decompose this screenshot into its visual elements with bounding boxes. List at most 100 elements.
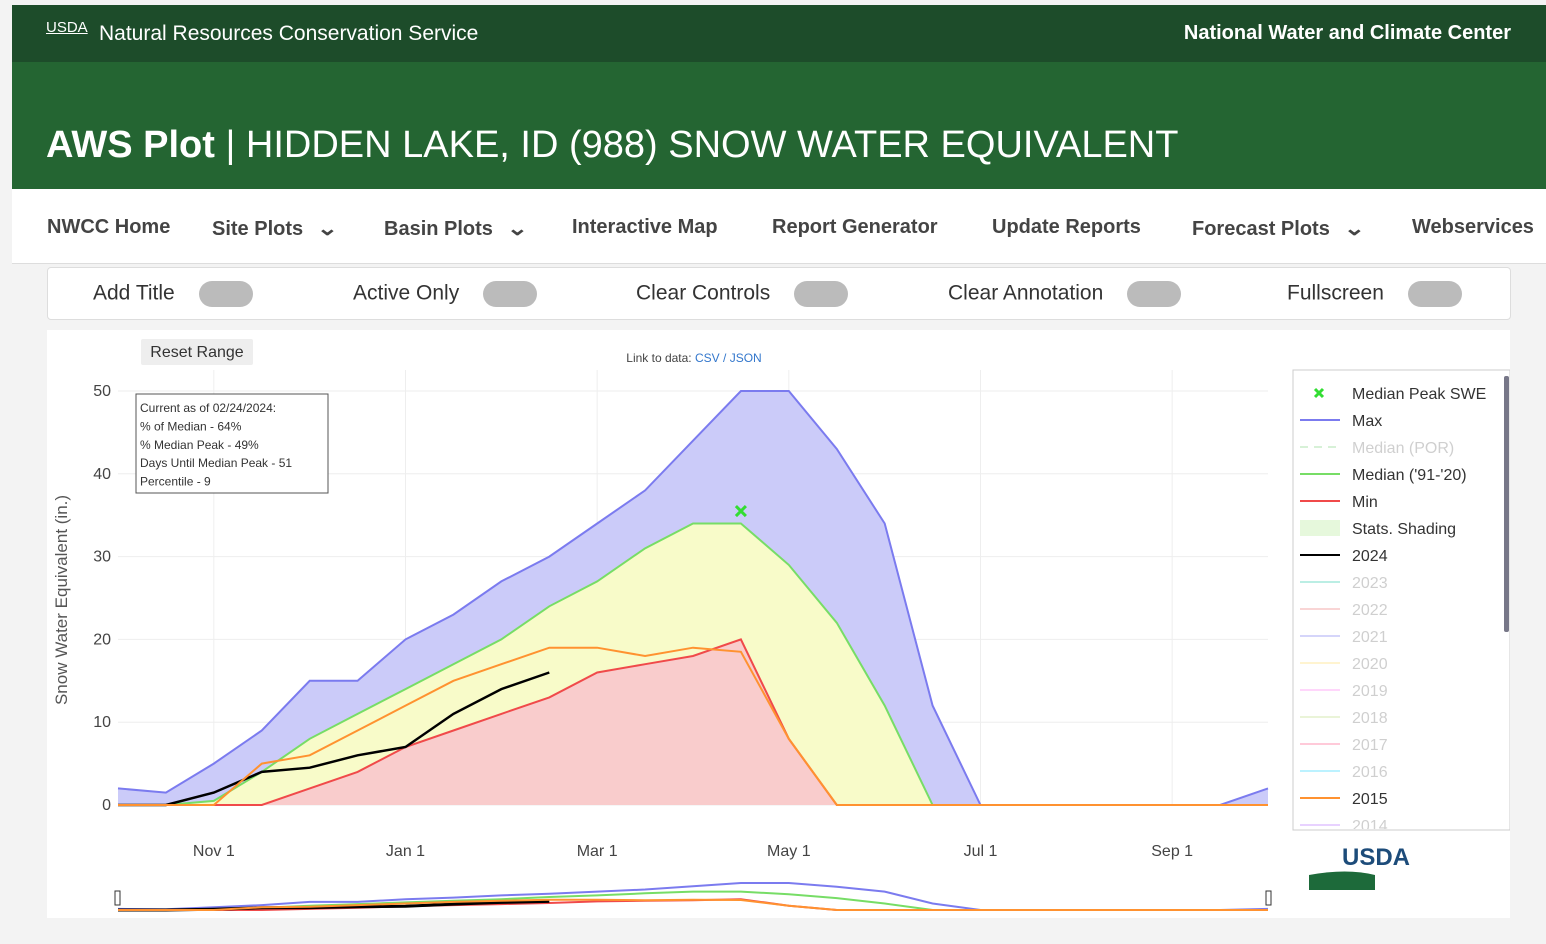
toggle-label[interactable]: Active Only — [353, 281, 460, 305]
usda-logo[interactable]: USDA — [46, 19, 88, 36]
reset-button[interactable] — [141, 339, 253, 365]
agency-bar: USDA Natural Resources Conservation Serv… — [12, 5, 1546, 62]
legend-item[interactable]: 2021 — [1300, 629, 1388, 646]
legend-symbol — [1300, 520, 1340, 536]
annotation-line: % of Median - 64% — [140, 419, 242, 433]
nav-label[interactable]: Forecast Plots — [1192, 218, 1330, 240]
legend-label[interactable]: 2020 — [1352, 656, 1388, 673]
nav-item[interactable]: NWCC Home — [47, 216, 170, 239]
page-title: AWS Plot | HIDDEN LAKE, ID (988) SNOW WA… — [46, 124, 1178, 167]
toggle-switch[interactable] — [1407, 281, 1462, 307]
legend-label[interactable]: 2017 — [1352, 737, 1388, 754]
toggle-switch[interactable] — [1127, 281, 1182, 307]
legend-scrollbar[interactable] — [1504, 376, 1509, 632]
legend-item[interactable]: 2023 — [1300, 575, 1388, 592]
x-tick-label: Jul 1 — [964, 843, 998, 860]
legend-item[interactable]: 2020 — [1300, 656, 1388, 673]
nav-label[interactable]: Webservices — [1412, 216, 1534, 238]
legend-label[interactable]: Median (POR) — [1352, 440, 1454, 457]
nav-label[interactable]: Site Plots — [212, 218, 304, 240]
toggle-label[interactable]: Clear Controls — [636, 281, 771, 305]
link-sep: / — [723, 351, 727, 365]
toggle[interactable]: Add Title — [93, 281, 253, 307]
toggle-switch[interactable] — [794, 281, 849, 307]
legend-label[interactable]: Stats. Shading — [1352, 521, 1456, 538]
legend-label[interactable]: Min — [1352, 494, 1378, 511]
legend-item[interactable]: Median Peak SWE — [1313, 386, 1486, 403]
x-tick-label: Jan 1 — [386, 843, 425, 860]
title-band: AWS Plot | HIDDEN LAKE, ID (988) SNOW WA… — [12, 62, 1546, 189]
nav-label[interactable]: Report Generator — [772, 216, 938, 238]
legend-item[interactable]: Median ('91-'20) — [1300, 467, 1467, 484]
legend-label[interactable]: 2024 — [1352, 548, 1388, 565]
nav-item[interactable]: Forecast Plots ⌄ — [1192, 216, 1366, 241]
legend-label[interactable]: 2023 — [1352, 575, 1388, 592]
legend-item[interactable]: Median (POR) — [1300, 440, 1454, 457]
toggle-switch[interactable] — [483, 281, 538, 307]
dropdown-caret[interactable]: ⌄ — [506, 218, 529, 240]
legend-item[interactable]: 2024 — [1300, 548, 1388, 565]
toggle-label[interactable]: Add Title — [93, 281, 175, 305]
legend-label[interactable]: 2015 — [1352, 791, 1388, 808]
legend-label[interactable]: Median Peak SWE — [1352, 386, 1486, 403]
legend-item[interactable]: 2015 — [1300, 791, 1388, 808]
legend-label[interactable]: Max — [1352, 413, 1382, 430]
nav-item[interactable]: Basin Plots ⌄ — [384, 216, 529, 241]
nav-label[interactable]: Interactive Map — [572, 216, 718, 238]
range-slider[interactable] — [114, 882, 1272, 912]
legend-label[interactable]: 2022 — [1352, 602, 1388, 619]
nav-item[interactable]: Interactive Map — [572, 216, 718, 239]
nav-item[interactable]: Report Generator — [772, 216, 938, 239]
json-link[interactable]: JSON — [730, 351, 762, 365]
nav-label[interactable]: NWCC Home — [47, 216, 171, 238]
legend-item[interactable]: 2019 — [1300, 683, 1388, 700]
legend-item[interactable]: 2014 — [1300, 818, 1388, 835]
toggle-switch[interactable] — [198, 281, 253, 307]
x-tick-label: May 1 — [767, 843, 811, 860]
series-line — [118, 671, 550, 807]
y-tick-label: 50 — [93, 383, 111, 400]
toggle[interactable]: Fullscreen — [1287, 281, 1462, 307]
nav-label[interactable]: Update Reports — [992, 216, 1141, 238]
nav-label[interactable]: Basin Plots — [384, 218, 493, 240]
legend-symbol — [1313, 387, 1325, 399]
dropdown-caret[interactable]: ⌄ — [1343, 218, 1366, 240]
legend-label[interactable]: 2016 — [1352, 764, 1388, 781]
agency-name[interactable]: Natural Resources Conservation Service — [99, 22, 479, 45]
toggle[interactable]: Active Only — [353, 281, 538, 307]
annotation: Current as of 02/24/2024: % of Median - 6… — [140, 401, 292, 489]
csv-link[interactable]: CSV — [695, 351, 720, 365]
legend-label[interactable]: 2021 — [1352, 629, 1388, 646]
legend-label[interactable]: 2014 — [1352, 818, 1388, 835]
center-name[interactable]: National Water and Climate Center — [1183, 22, 1511, 44]
logo-swoosh — [1309, 871, 1375, 890]
nav-item[interactable]: Site Plots ⌄ — [212, 216, 339, 241]
dropdown-caret[interactable]: ⌄ — [316, 218, 339, 240]
toggle-bar: Add Title Active Only Clear Controls Clear … — [47, 267, 1511, 320]
reset-label[interactable]: Reset Range — [150, 344, 243, 361]
peak-marker — [734, 504, 747, 518]
legend-item[interactable]: Stats. Shading — [1300, 520, 1456, 538]
toggle-label[interactable]: Fullscreen — [1287, 281, 1384, 305]
nav-item[interactable]: Update Reports — [992, 216, 1141, 239]
y-tick-label: 30 — [93, 549, 111, 566]
x-tick-label: Mar 1 — [577, 843, 618, 860]
legend-item[interactable]: Max — [1300, 413, 1382, 430]
legend-item[interactable]: 2018 — [1300, 710, 1388, 727]
legend-item[interactable]: 2022 — [1300, 602, 1388, 619]
toggle[interactable]: Clear Annotation — [948, 281, 1182, 307]
toggle-label[interactable]: Clear Annotation — [948, 281, 1104, 305]
legend-label[interactable]: 2019 — [1352, 683, 1388, 700]
legend-item[interactable]: Min — [1300, 494, 1378, 511]
nav-bar: NWCC Home Site Plots ⌄ Basin Plots ⌄ Interact… — [12, 189, 1546, 264]
legend-item[interactable]: 2017 — [1300, 737, 1388, 754]
legend-item[interactable]: 2016 — [1300, 764, 1388, 781]
range-handle[interactable] — [1265, 890, 1272, 906]
range-handle[interactable] — [114, 890, 121, 906]
shading-area — [118, 639, 1268, 805]
legend-label[interactable]: 2018 — [1352, 710, 1388, 727]
toggle[interactable]: Clear Controls — [636, 281, 849, 307]
nav-item[interactable]: Webservices — [1412, 216, 1534, 239]
legend-label[interactable]: Median ('91-'20) — [1352, 467, 1467, 484]
